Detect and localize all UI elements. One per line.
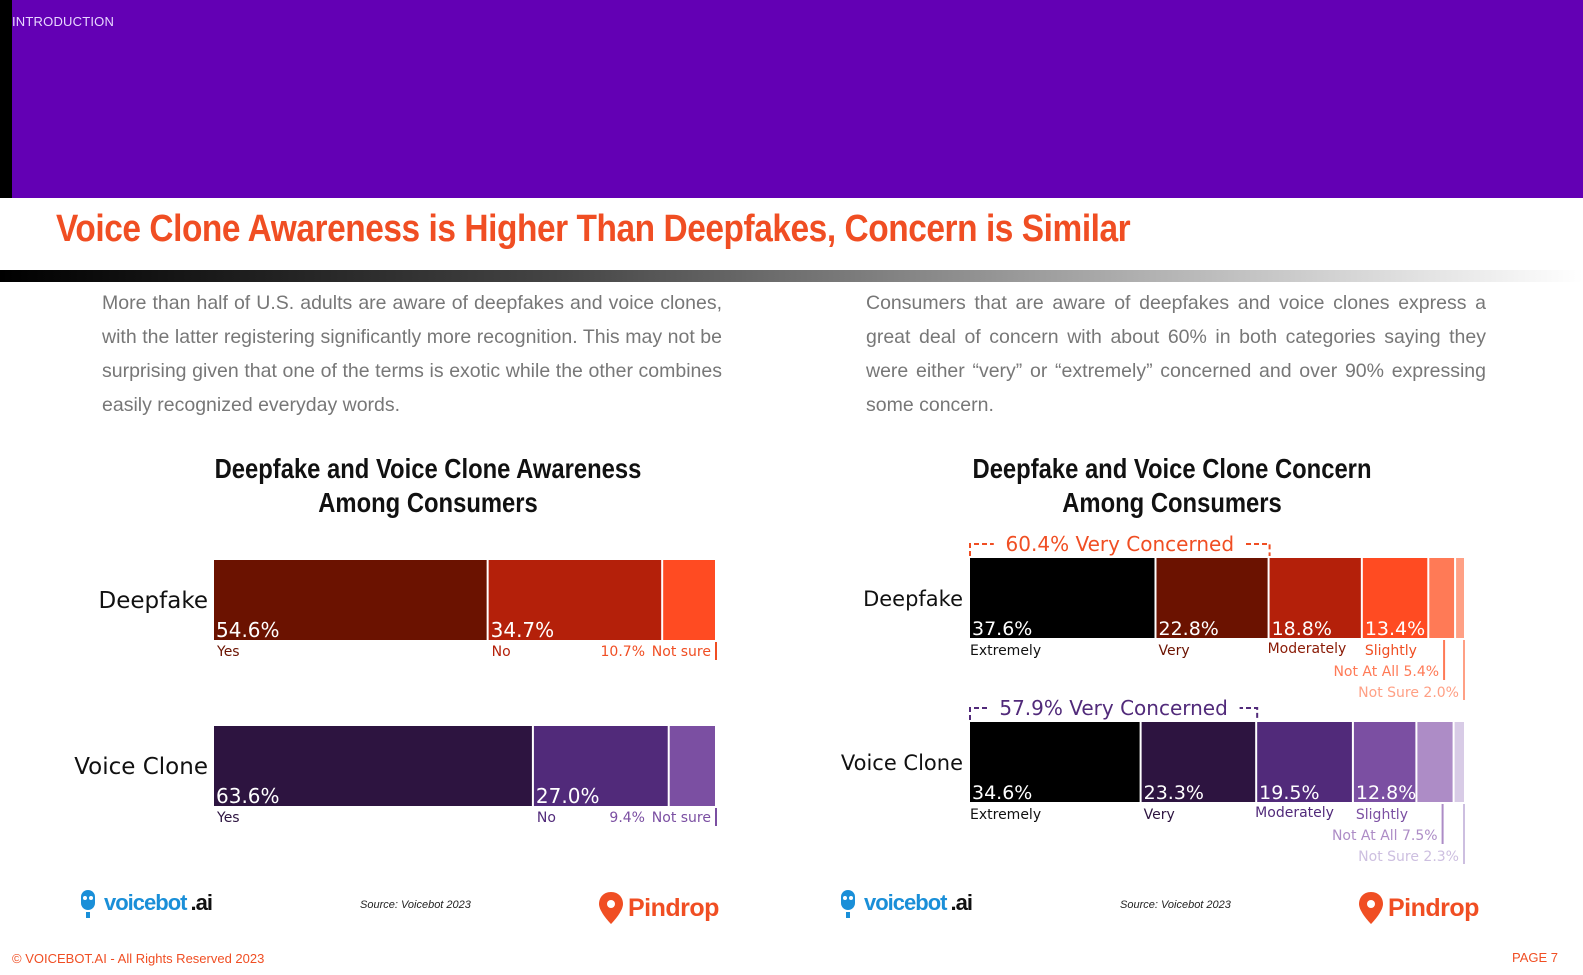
pindrop-logo-text: Pindrop (628, 893, 719, 922)
awareness-value-label: 54.6% (216, 618, 280, 642)
concern-value-label: 13.4% (1365, 618, 1425, 640)
awareness-bar-voice-clone-yes (214, 726, 532, 806)
awareness-segment-label: Not sure (652, 644, 711, 660)
concern-bar-voice-clone-moderately (1257, 722, 1352, 802)
concern-segment-label: Moderately (1268, 641, 1347, 657)
intro-paragraph-left: More than half of U.S. adults are aware … (102, 292, 722, 416)
concern-annotation-bg (987, 694, 1240, 716)
awareness-value-label: 10.7% (601, 644, 645, 660)
concern-segment-label: Very (1158, 643, 1189, 659)
concern-segment-label: Not Sure 2.0% (1358, 685, 1459, 701)
section-label: INTRODUCTION (12, 14, 115, 29)
concern-segment-label: Moderately (1255, 805, 1334, 821)
concern-bar-voice-clone-extremely (970, 722, 1140, 802)
concern-bar-deepfake-not-sure (1456, 558, 1464, 638)
concern-annotation: 57.9% Very Concerned (999, 696, 1227, 720)
concern-leader-line (1441, 804, 1444, 844)
concern-segment-label: Not At All 7.5% (1332, 828, 1438, 844)
concern-segment-label: Extremely (970, 643, 1041, 659)
awareness-bar-deepfake-yes (214, 560, 487, 640)
concern-segment-label: Not Sure 2.3% (1358, 849, 1459, 865)
page-number: PAGE 7 (1512, 950, 1559, 965)
awareness-value-label: 34.7% (491, 618, 555, 642)
concern-category-deepfake: Deepfake (863, 587, 963, 611)
pindrop-logo-left: Pindrop (596, 890, 719, 926)
concern-value-label: 34.6% (972, 782, 1032, 804)
concern-title-line2: Among Consumers (1062, 487, 1282, 518)
awareness-bar-deepfake-no (488, 560, 662, 640)
intro-paragraph-right: Consumers that are aware of deepfakes an… (866, 292, 1486, 416)
awareness-leader-line (715, 808, 717, 826)
concern-category-voice-clone: Voice Clone (841, 751, 963, 775)
concern-title-line1: Deepfake and Voice Clone Concern (972, 453, 1372, 484)
concern-segment-label: Slightly (1365, 643, 1417, 659)
concern-bar-deepfake-not-at-all (1429, 558, 1455, 638)
concern-bar-voice-clone-not-sure (1454, 722, 1464, 802)
awareness-segment-label: No (492, 644, 511, 660)
awareness-title-line2: Among Consumers (318, 487, 538, 518)
banner-edge (0, 0, 12, 198)
concern-value-label: 12.8% (1356, 782, 1416, 804)
concern-annotation-bg (993, 530, 1246, 552)
page-title: Voice Clone Awareness is Higher Than Dee… (56, 208, 1131, 250)
voicebot-logo-text: voicebot (104, 890, 187, 915)
concern-segment-label: Very (1144, 807, 1175, 823)
concern-bar-deepfake-very (1156, 558, 1268, 638)
awareness-leader-line (715, 642, 717, 660)
awareness-segment-label: Yes (216, 644, 240, 660)
awareness-category-voice-clone: Voice Clone (74, 754, 208, 780)
awareness-title-line1: Deepfake and Voice Clone Awareness (214, 453, 642, 484)
concern-bar-deepfake-extremely (970, 558, 1155, 638)
concern-value-label: 19.5% (1259, 782, 1319, 804)
concern-value-label: 22.8% (1158, 618, 1218, 640)
voicebot-logo-left: voicebot .ai (76, 886, 213, 920)
header-banner (0, 0, 1583, 198)
concern-segment-label: Extremely (970, 807, 1041, 823)
pindrop-pin-icon (599, 892, 623, 924)
concern-bar-deepfake-slightly (1362, 558, 1428, 638)
concern-value-label: 23.3% (1144, 782, 1204, 804)
awareness-bar-voice-clone-not-sure (669, 726, 715, 806)
pindrop-logo-right: Pindrop (1356, 890, 1479, 926)
awareness-value-label: 63.6% (216, 784, 280, 808)
awareness-segment-label: Yes (216, 810, 240, 826)
awareness-chart-title: Deepfake and Voice Clone Awareness Among… (173, 452, 683, 520)
voicebot-logo-text: voicebot (864, 890, 947, 915)
awareness-bar-deepfake-not-sure (663, 560, 715, 640)
voicebot-mic-icon (81, 890, 95, 918)
source-left: Source: Voicebot 2023 (360, 899, 471, 911)
concern-bar-deepfake-moderately (1269, 558, 1361, 638)
concern-segment-label: Slightly (1356, 807, 1408, 823)
voicebot-logo-suffix: .ai (190, 890, 212, 915)
concern-bar-voice-clone-slightly (1353, 722, 1416, 802)
concern-bar-voice-clone-very (1141, 722, 1256, 802)
concern-chart-title: Deepfake and Voice Clone Concern Among C… (917, 452, 1427, 520)
awareness-category-deepfake: Deepfake (99, 588, 208, 614)
awareness-value-label: 9.4% (609, 810, 645, 826)
concern-leader-line (1463, 640, 1465, 700)
copyright: © VOICEBOT.AI - All Rights Reserved 2023 (12, 951, 265, 966)
pindrop-pin-icon (1359, 892, 1383, 924)
voicebot-mic-icon (841, 890, 855, 918)
concern-annotation: 60.4% Very Concerned (1006, 532, 1234, 556)
concern-leader-line (1463, 804, 1465, 864)
concern-value-label: 18.8% (1272, 618, 1332, 640)
awareness-bar-voice-clone-no (533, 726, 668, 806)
voicebot-logo-right: voicebot .ai (836, 886, 973, 920)
gradient-divider (0, 270, 1583, 282)
concern-leader-line (1443, 640, 1446, 680)
concern-bar-voice-clone-not-at-all (1417, 722, 1453, 802)
concern-value-label: 37.6% (972, 618, 1032, 640)
awareness-value-label: 27.0% (536, 784, 600, 808)
pindrop-logo-text: Pindrop (1388, 893, 1479, 922)
source-right: Source: Voicebot 2023 (1120, 899, 1231, 911)
concern-segment-label: Not At All 5.4% (1333, 664, 1439, 680)
awareness-segment-label: Not sure (652, 810, 711, 826)
awareness-segment-label: No (537, 810, 556, 826)
voicebot-logo-suffix: .ai (950, 890, 972, 915)
